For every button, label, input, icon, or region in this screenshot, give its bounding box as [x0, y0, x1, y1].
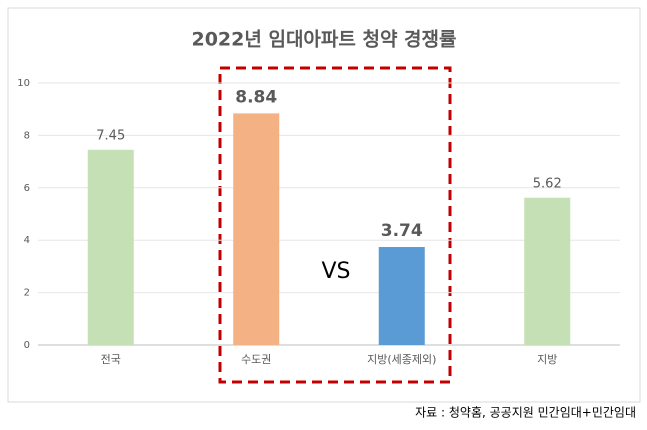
y-tick-label: 2: [24, 288, 30, 299]
x-tick-label: 수도권: [241, 353, 271, 366]
y-tick-label: 4: [24, 235, 30, 246]
value-label: 7.45: [96, 128, 125, 143]
bar: [524, 197, 571, 345]
y-tick-label: 10: [17, 78, 30, 89]
bar: [87, 149, 134, 345]
x-tick-label: 전국: [101, 353, 121, 366]
chart-title: 2022년 임대아파트 청약 경쟁률: [191, 29, 456, 51]
source-note: 자료 : 청약홈, 공공지원 민간임대+민간임대: [415, 405, 636, 420]
value-label: 3.74: [381, 221, 423, 241]
value-label: 5.62: [533, 176, 562, 191]
bar: [378, 247, 425, 345]
highlight-box: [218, 66, 452, 384]
x-tick-label: 지방: [537, 353, 557, 366]
bar: [233, 113, 280, 345]
y-tick-label: 8: [24, 130, 30, 141]
x-tick-label: 지방(세종제외): [367, 353, 436, 366]
y-tick-label: 6: [24, 183, 30, 194]
value-label: 8.84: [235, 87, 277, 107]
y-tick-label: 0: [24, 340, 30, 351]
annotation: VS: [321, 259, 350, 284]
